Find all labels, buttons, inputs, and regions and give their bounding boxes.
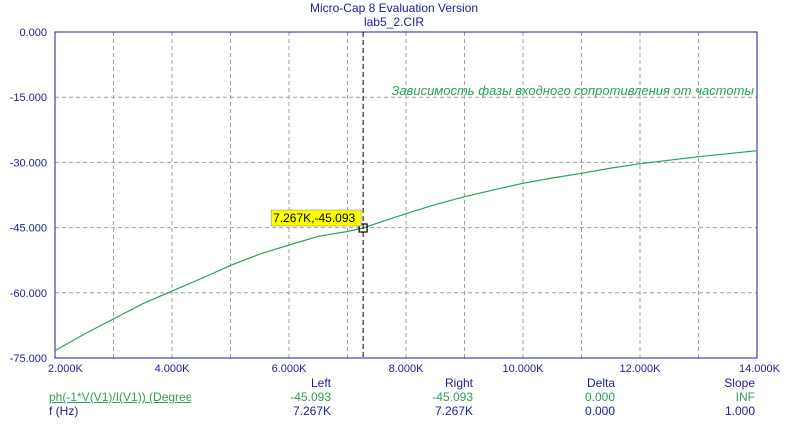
trace-delta-value: 0.000 <box>584 390 615 404</box>
cursor-marker[interactable] <box>358 223 368 233</box>
header-delta: Delta <box>586 376 615 390</box>
grid-lines <box>55 32 757 358</box>
y-tick-label: -60.000 <box>10 288 47 300</box>
chart-title: Micro-Cap 8 Evaluation Version <box>309 1 479 15</box>
y-axis-tick-labels: 0.000 -15.000 -30.000 -45.000 -60.000 -75.000 <box>10 27 47 365</box>
y-tick-label: 0.000 <box>19 27 47 39</box>
plot-area[interactable]: 0.000 -15.000 -30.000 -45.000 -60.000 -75.000… <box>0 0 788 378</box>
x-expression-label: f (Hz) <box>49 404 79 418</box>
x-tick-label: 4.000K <box>155 363 191 375</box>
x-tick-label: 14.000K <box>739 363 781 375</box>
y-tick-label: -15.000 <box>10 92 47 104</box>
chart-annotation: Зависимость фазы входного сопротивления … <box>391 83 754 98</box>
cursor-label-box <box>270 209 362 227</box>
circuit-file-name: lab5_2.CIR <box>363 15 425 29</box>
cursor-table-header-row: Left Right Delta Slope <box>0 376 788 390</box>
cursor-label: 7.267K,-45.093 <box>273 211 355 225</box>
series-layer <box>54 150 758 352</box>
x-right-value: 7.267K <box>434 404 473 418</box>
plot-frame <box>54 31 758 359</box>
table-row: f (Hz) 7.267K 7.267K 0.000 1.000 <box>0 404 788 418</box>
x-tick-label: 8.000K <box>389 363 425 375</box>
header-slope: Slope <box>724 376 755 390</box>
trace-right-value: -45.093 <box>432 390 473 404</box>
y-tick-label: -30.000 <box>10 157 47 169</box>
x-slope-value: 1.000 <box>724 404 755 418</box>
x-axis-tick-labels: 2.000K 4.000K 6.000K 8.000K 10.000K 12.000K 14… <box>48 363 781 375</box>
header-left: Left <box>310 376 331 390</box>
table-row: ph(-1*V(V1)/I(V1)) (Degrees) -45.093 -45… <box>0 390 788 404</box>
x-delta-value: 0.000 <box>584 404 615 418</box>
y-tick-label: -45.000 <box>10 223 47 235</box>
x-tick-label: 12.000K <box>620 363 662 375</box>
series-line <box>54 150 758 352</box>
x-tick-label: 6.000K <box>272 363 308 375</box>
x-tick-label: 2.000K <box>48 363 84 375</box>
x-left-value: 7.267K <box>292 404 331 418</box>
trace-slope-value: INF <box>735 390 755 404</box>
x-tick-label: 10.000K <box>503 363 545 375</box>
cursor-table: Left Right Delta Slope ph(-1*V(V1)/I(V1)… <box>0 376 788 418</box>
trace-expression-link[interactable]: ph(-1*V(V1)/I(V1)) (Degrees) <box>49 390 191 404</box>
trace-left-value: -45.093 <box>290 390 331 404</box>
y-tick-label: -75.000 <box>10 353 47 365</box>
header-right: Right <box>444 376 473 390</box>
